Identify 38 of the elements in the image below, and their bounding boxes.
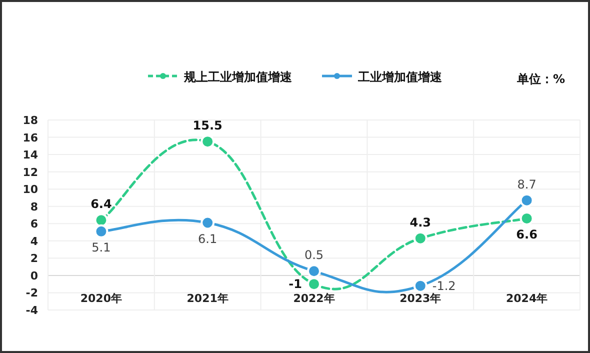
data-label: 6.1 xyxy=(198,232,218,246)
data-label: 5.1 xyxy=(92,240,111,254)
point xyxy=(307,277,321,292)
y-tick-label: 12 xyxy=(22,166,38,179)
data-label: 0.5 xyxy=(304,248,324,262)
y-tick-label: 4 xyxy=(30,234,38,248)
data-label: -1 xyxy=(288,277,302,292)
x-tick-label: 2023年 xyxy=(400,292,442,305)
x-tick-label: 2022年 xyxy=(293,292,335,305)
text: 单位：% xyxy=(516,72,565,86)
data-label: 8.7 xyxy=(517,177,536,192)
point xyxy=(94,224,108,238)
legend-label: 规上工业增加值增速 xyxy=(183,70,293,84)
data-label: 6.6 xyxy=(516,227,538,242)
y-tick-label: 2 xyxy=(30,252,38,266)
y-tick-label: 6 xyxy=(30,218,38,231)
x-tick-label: 2020年 xyxy=(80,292,122,305)
point xyxy=(200,216,215,230)
y-tick-label: -4 xyxy=(26,304,38,317)
x-tick-label: 2024年 xyxy=(506,292,548,305)
data-label: 6.4 xyxy=(90,197,112,212)
y-tick-label: -2 xyxy=(26,286,38,300)
data-label: -1.2 xyxy=(432,278,456,293)
y-tick-label: 16 xyxy=(22,131,38,144)
data-label: 15.5 xyxy=(192,118,222,133)
y-tick-label: 0 xyxy=(30,269,38,282)
y-tick-label: 18 xyxy=(22,114,38,127)
y-tick-label: 14 xyxy=(22,148,38,162)
legend-label: 工业增加值增速 xyxy=(357,70,443,84)
y-tick-label: 8 xyxy=(30,200,38,214)
point xyxy=(200,134,215,149)
point xyxy=(520,193,534,208)
point xyxy=(307,264,321,278)
y-tick-label: 10 xyxy=(22,183,38,196)
x-tick-label: 2021年 xyxy=(186,292,228,305)
data-label: 4.3 xyxy=(410,215,432,230)
point xyxy=(413,231,428,246)
point xyxy=(413,278,428,293)
